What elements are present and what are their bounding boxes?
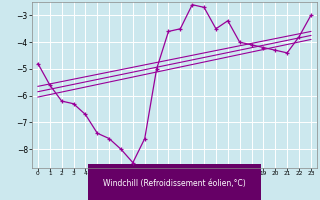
X-axis label: Windchill (Refroidissement éolien,°C): Windchill (Refroidissement éolien,°C) xyxy=(103,179,246,188)
